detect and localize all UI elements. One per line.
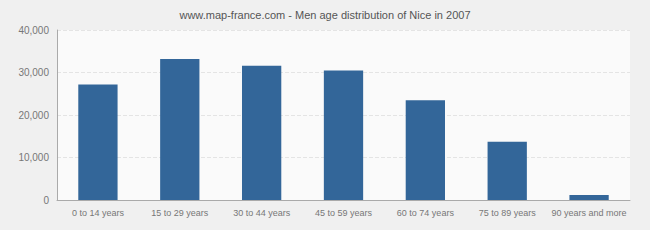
svg-text:20,000: 20,000 — [18, 110, 49, 121]
svg-text:10,000: 10,000 — [18, 152, 49, 163]
svg-text:30 to 44 years: 30 to 44 years — [233, 208, 291, 218]
svg-text:45 to 59 years: 45 to 59 years — [315, 208, 373, 218]
svg-text:15 to 29 years: 15 to 29 years — [151, 208, 209, 218]
svg-text:0 to 14 years: 0 to 14 years — [72, 208, 125, 218]
svg-text:30,000: 30,000 — [18, 67, 49, 78]
svg-text:90 years and more: 90 years and more — [552, 208, 627, 218]
svg-text:0: 0 — [43, 195, 49, 206]
svg-text:40,000: 40,000 — [18, 25, 49, 36]
svg-text:75 to 89 years: 75 to 89 years — [479, 208, 537, 218]
svg-text:60 to 74 years: 60 to 74 years — [397, 208, 455, 218]
svg-text:www.map-france.com - Men age d: www.map-france.com - Men age distributio… — [178, 9, 470, 21]
